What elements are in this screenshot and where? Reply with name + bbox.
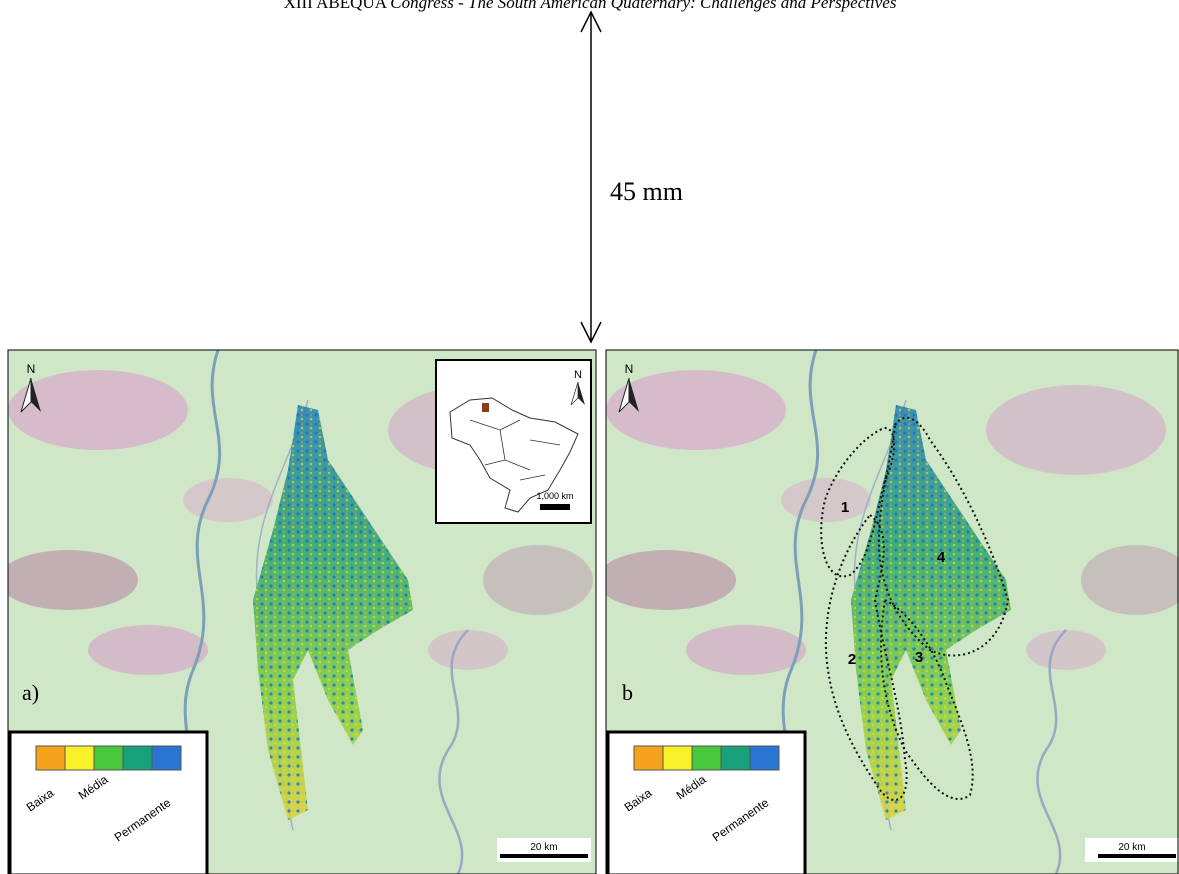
zone-label: 4 (937, 549, 946, 566)
panel-b: N 1 2 3 4 b Baixa Média Permanente 20 km (596, 350, 1179, 874)
scale-bar: 20 km (497, 838, 591, 862)
figure-page: XIII ABEQUA Congress - The South America… (0, 0, 1179, 874)
panel-a: N N 1,000 km a) Baixa Média Permanente (0, 350, 596, 874)
north-label: N (625, 362, 634, 376)
zone-label: 3 (915, 649, 923, 666)
scale-label: 20 km (1118, 842, 1145, 853)
zone-label: 2 (848, 651, 856, 668)
dimension-arrow (581, 12, 601, 342)
header-italic: Congress - The South American Quaternary… (390, 0, 897, 12)
inset-north-label: N (574, 369, 582, 381)
panel-label: b (622, 680, 633, 705)
header: XIII ABEQUA Congress - The South America… (284, 0, 897, 12)
scale-label: 20 km (530, 842, 557, 853)
panel-label: a) (22, 680, 39, 705)
scale-bar: 20 km (1085, 838, 1179, 862)
legend: Baixa Média Permanente (10, 732, 207, 874)
page: XIII ABEQUA Congress - The South America… (0, 0, 1179, 874)
inset-scale-label: 1,000 km (536, 491, 573, 501)
zone-label: 1 (841, 499, 849, 516)
inset-map: N 1,000 km (436, 360, 591, 523)
north-label: N (27, 362, 36, 376)
header-plain: XIII ABEQUA (284, 0, 388, 12)
dimension-label: 45 mm (610, 177, 683, 206)
legend: Baixa Média Permanente (608, 732, 805, 874)
